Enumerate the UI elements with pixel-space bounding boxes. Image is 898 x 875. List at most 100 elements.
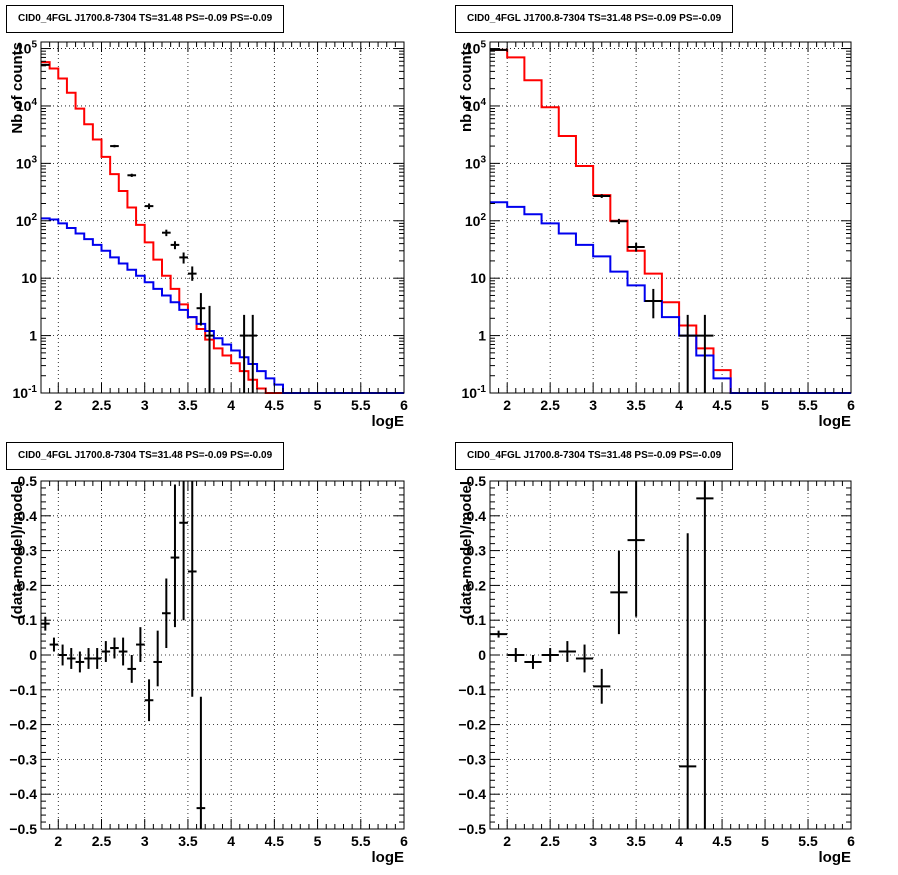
y-tick-label: 0.3 (18, 543, 38, 559)
data-point (144, 203, 154, 210)
x-tick-label: 3 (589, 397, 597, 413)
data-point (696, 481, 714, 829)
y-tick-label: 0.5 (467, 473, 487, 489)
x-tick-label: 5.5 (351, 833, 371, 849)
data-point (153, 630, 162, 687)
plot-title: CID0_4FGL J1700.8-7304 TS=31.48 PS=-0.09… (455, 442, 734, 470)
y-tick-label: 103 (16, 154, 38, 171)
data-point (575, 644, 594, 673)
data-point (170, 484, 180, 628)
data-point (541, 648, 559, 662)
total-model-curve (490, 48, 851, 394)
data-point (239, 314, 249, 393)
plot-title: CID0_4FGL J1700.8-7304 TS=31.48 PS=-0.09… (6, 442, 285, 470)
y-tick-label: 0 (478, 647, 486, 663)
y-tick-label: 102 (465, 212, 487, 229)
y-axis-label: Nb of counts (9, 42, 26, 134)
y-tick-label: 0.2 (18, 577, 38, 593)
x-tick-label: 2.5 (92, 833, 112, 849)
y-axis-label: (data-model)/model (458, 481, 475, 619)
data-point (41, 616, 50, 631)
y-tick-label: 102 (16, 212, 38, 229)
plot-frame (489, 41, 852, 394)
plot-title: CID0_4FGL J1700.8-7304 TS=31.48 PS=-0.09… (455, 5, 734, 33)
data-point (110, 637, 119, 659)
y-tick-label: 0 (29, 647, 37, 663)
x-tick-label: 2.5 (92, 397, 112, 413)
residual-right-plot: 2 2.5 3 3.5 4 4.5 5 5.5 6 −0.5 −0.4 −0.3 −0.2 −0.1 0 0.… (458, 473, 855, 866)
data-point (248, 314, 258, 393)
data-point (627, 243, 645, 252)
data-point (144, 679, 154, 722)
y-tick-label: 0.1 (467, 612, 487, 628)
data-point (179, 252, 188, 264)
data-point (118, 637, 128, 666)
data-point (558, 641, 576, 662)
data-point (127, 655, 137, 683)
x-tick-label: 3.5 (626, 833, 646, 849)
data-point (58, 644, 67, 666)
y-tick-label: −0.4 (9, 786, 37, 802)
x-tick-label: 5.5 (798, 833, 818, 849)
x-axis-label: logE (372, 413, 405, 430)
data-point (127, 173, 137, 177)
data-point (196, 696, 206, 829)
y-tick-label: 10-1 (13, 384, 38, 401)
x-tick-label: 4 (675, 833, 683, 849)
x-tick-label: 6 (400, 833, 408, 849)
x-tick-label: 4 (675, 397, 683, 413)
x-tick-label: 2 (54, 397, 62, 413)
x-tick-label: 2 (503, 833, 511, 849)
x-tick-label: 6 (847, 397, 855, 413)
counts-right-plot: 2 2.5 3 3.5 4 4.5 5 5.5 610-1110102103104105logE… (458, 40, 855, 430)
data-point (110, 144, 119, 148)
x-tick-label: 5 (761, 833, 769, 849)
data-point (136, 627, 145, 662)
data-point (101, 641, 111, 662)
x-tick-label: 4.5 (265, 833, 285, 849)
data-point (162, 229, 171, 237)
data-point (187, 481, 197, 697)
residual-left-pad: 2 2.5 3 3.5 4 4.5 5 5.5 6 −0.5 −0.4 −0.3 −0.2 −0.1 0 0.… (0, 437, 449, 874)
y-axis-label: (data-model)/model (9, 481, 26, 619)
data-point (627, 481, 645, 617)
data-point (644, 288, 662, 319)
x-axis-label: logE (819, 849, 852, 866)
y-tick-label: 10 (470, 270, 486, 286)
data-point (187, 266, 197, 281)
x-tick-label: 3 (141, 833, 149, 849)
source-model-curve (490, 201, 851, 394)
counts-right-pad: 2 2.5 3 3.5 4 4.5 5 5.5 6 10-1 1 10 102 103 104 105 logE… (449, 0, 898, 437)
residual-left-plot: 2 2.5 3 3.5 4 4.5 5 5.5 6 −0.5 −0.4 −0.3 −0.2 −0.1 0 0.… (9, 473, 408, 866)
y-tick-label: −0.3 (458, 751, 486, 767)
data-point (610, 550, 628, 635)
x-tick-label: 5 (314, 397, 322, 413)
data-point (679, 314, 697, 393)
y-tick-label: 1 (29, 328, 37, 344)
y-tick-label: −0.5 (9, 821, 37, 837)
x-tick-label: 5.5 (351, 397, 371, 413)
data-point (490, 48, 508, 51)
data-point (610, 218, 628, 224)
x-tick-label: 5.5 (798, 397, 818, 413)
x-tick-label: 3 (141, 397, 149, 413)
x-tick-label: 2 (54, 833, 62, 849)
data-point (170, 241, 180, 250)
x-tick-label: 2.5 (540, 833, 560, 849)
y-tick-label: −0.4 (458, 786, 486, 802)
x-tick-label: 2.5 (540, 397, 560, 413)
y-tick-label: 0.3 (467, 543, 487, 559)
data-point (75, 651, 85, 673)
y-tick-label: −0.5 (458, 821, 486, 837)
y-axis-label: nb of counts (458, 42, 475, 132)
x-axis-label: logE (819, 413, 852, 430)
y-tick-label: 103 (465, 154, 487, 171)
data-point (679, 533, 697, 829)
data-point (84, 648, 93, 669)
y-tick-label: −0.3 (9, 751, 37, 767)
y-tick-label: 0.2 (467, 577, 487, 593)
x-tick-label: 4.5 (712, 833, 732, 849)
y-tick-label: −0.2 (458, 717, 486, 733)
data-point (696, 314, 714, 393)
x-tick-label: 2 (503, 397, 511, 413)
